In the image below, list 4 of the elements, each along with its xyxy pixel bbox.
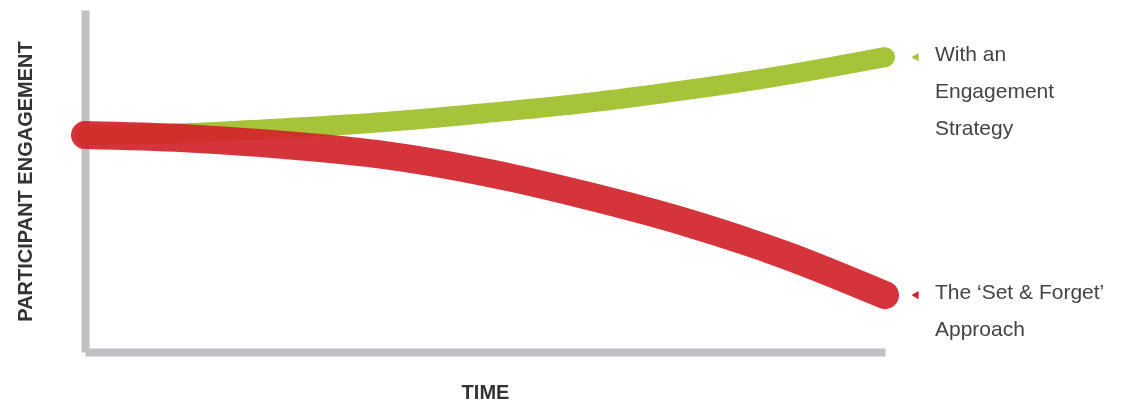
legend-label: With an Engagement Strategy — [935, 42, 1055, 140]
y-axis-title: PARTICIPANT ENGAGEMENT — [13, 41, 36, 322]
x-axis-title: TIME — [461, 380, 510, 403]
legend-label: The ‘Set & Forget’ Approach — [935, 280, 1105, 341]
